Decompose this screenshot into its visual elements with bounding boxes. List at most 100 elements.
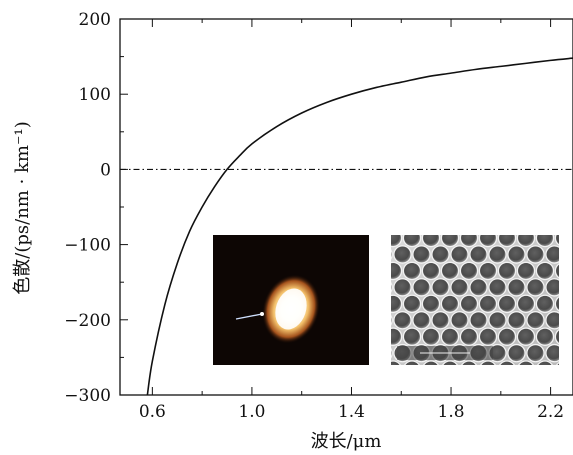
sem-air-hole <box>507 245 526 264</box>
sem-air-hole <box>565 345 573 362</box>
sem-air-hole <box>517 360 535 365</box>
sem-air-hole <box>440 294 460 314</box>
sem-air-hole <box>554 296 559 312</box>
sem-air-hole <box>391 327 403 346</box>
sem-air-hole <box>535 235 555 248</box>
sem-air-hole <box>555 361 559 365</box>
sem-air-hole <box>393 278 412 297</box>
sem-air-hole <box>526 278 545 297</box>
x-tick-label: 1.0 <box>238 402 265 422</box>
sem-air-hole <box>421 294 441 314</box>
sem-air-hole <box>478 327 498 346</box>
sem-air-hole <box>402 261 422 281</box>
sem-air-hole <box>516 327 536 346</box>
sem-air-hole <box>469 278 488 297</box>
sem-air-hole <box>394 213 411 230</box>
sem-air-hole <box>469 245 488 264</box>
axis-ticks <box>120 18 552 396</box>
sem-air-hole <box>412 278 431 297</box>
sem-air-hole <box>412 311 431 330</box>
y-tick-label: 200 <box>79 10 111 30</box>
sem-air-hole <box>460 360 478 365</box>
sem-air-hole <box>545 343 559 363</box>
sem-air-hole <box>565 213 573 230</box>
sem-air-hole <box>478 261 498 281</box>
sem-air-hole <box>431 245 450 264</box>
sem-air-hole <box>526 245 545 264</box>
y-tick-labels: −300 −200 −100 0 100 200 <box>64 10 111 406</box>
sem-air-hole <box>450 311 469 330</box>
sem-air-hole <box>497 235 517 248</box>
sem-air-hole <box>459 235 479 248</box>
sem-air-hole <box>535 261 555 281</box>
y-axis-title: 色散/(ps/nm · km⁻¹) <box>12 121 33 294</box>
sem-air-hole <box>402 294 422 314</box>
sem-air-hole <box>489 213 506 230</box>
sem-air-hole <box>393 311 412 330</box>
sem-air-hole <box>507 278 526 297</box>
sem-air-hole <box>554 235 559 246</box>
y-tick-label: −200 <box>64 311 111 331</box>
sem-air-hole <box>413 213 430 230</box>
sem-air-hole <box>565 312 573 329</box>
sem-air-hole <box>459 261 479 281</box>
sem-air-hole <box>440 327 460 346</box>
sem-air-hole <box>516 261 536 281</box>
sem-air-hole <box>459 294 479 314</box>
sem-air-hole <box>507 311 526 330</box>
sem-air-hole <box>422 360 440 365</box>
sem-air-hole <box>470 213 487 230</box>
sem-air-hole <box>391 281 393 293</box>
sem-air-hole <box>479 360 497 365</box>
sem-air-hole <box>421 261 441 281</box>
mode-field-image <box>213 235 369 365</box>
sem-air-hole <box>391 314 393 326</box>
sem-air-hole <box>431 278 450 297</box>
sem-air-hole <box>554 328 559 345</box>
sem-air-hole <box>403 360 421 365</box>
sem-air-hole <box>565 279 573 296</box>
sem-air-hole <box>450 278 469 297</box>
sem-air-hole <box>516 294 536 314</box>
dispersion-curve <box>146 57 573 395</box>
sem-air-hole <box>526 311 545 330</box>
sem-air-hole <box>497 327 517 346</box>
sem-air-hole <box>535 294 555 314</box>
sem-air-hole <box>545 311 559 330</box>
fiber-cross-section-sem <box>391 213 573 365</box>
sem-air-hole <box>391 249 393 260</box>
sem-air-hole <box>393 245 412 264</box>
y-tick-label: −100 <box>64 236 111 256</box>
sem-air-hole <box>546 213 563 230</box>
sem-air-hole <box>488 278 507 297</box>
x-tick-label: 2.2 <box>537 402 564 422</box>
sem-air-hole <box>391 360 402 365</box>
sem-air-hole <box>526 343 545 363</box>
sem-air-hole <box>507 343 526 363</box>
sem-air-hole <box>391 347 393 359</box>
sem-air-hole <box>478 294 498 314</box>
sem-air-hole <box>516 235 536 248</box>
sem-air-hole <box>498 360 516 365</box>
sem-air-hole <box>497 294 517 314</box>
y-tick-label: 100 <box>79 85 111 105</box>
sem-air-hole <box>508 213 525 230</box>
sem-air-hole <box>545 278 559 297</box>
sem-air-hole <box>391 294 403 314</box>
x-tick-label: 1.8 <box>438 402 465 422</box>
sem-air-hole <box>402 235 422 248</box>
sem-air-hole <box>565 246 573 263</box>
sem-air-hole <box>554 263 559 279</box>
sem-air-hole <box>402 327 422 346</box>
sem-air-hole <box>391 261 403 281</box>
sem-air-hole <box>441 360 459 365</box>
sem-air-hole <box>535 327 555 346</box>
sem-air-hole <box>527 213 544 230</box>
sem-air-hole <box>497 261 517 281</box>
sem-air-hole <box>391 235 403 248</box>
sem-air-hole <box>432 213 449 230</box>
sem-air-hole <box>412 245 431 264</box>
sem-air-hole <box>421 327 441 346</box>
sem-air-hole <box>459 327 479 346</box>
x-axis-title: 波长/μm <box>311 431 382 452</box>
